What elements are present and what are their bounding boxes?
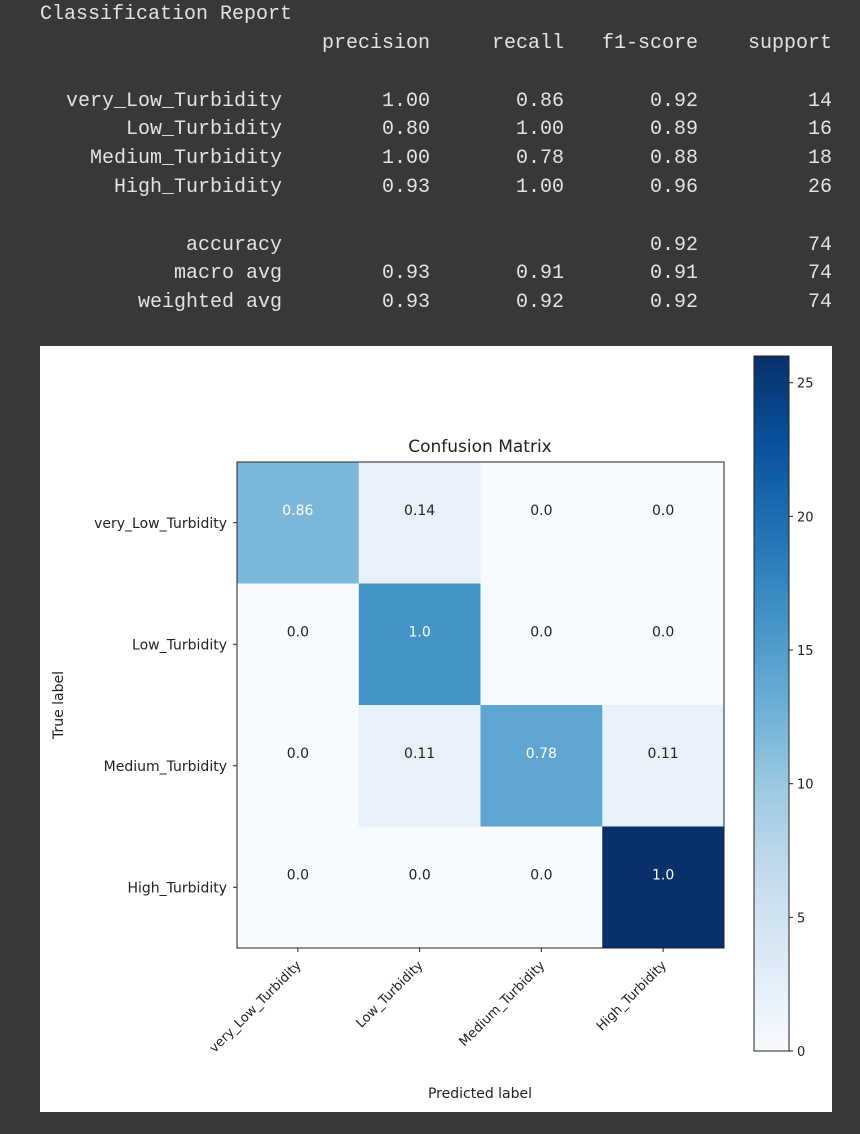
row-label: Medium_Turbidity <box>89 147 282 170</box>
cell-value-label: 0.11 <box>404 746 435 762</box>
row-recall: 1.00 <box>515 118 564 141</box>
summary-f1: 0.91 <box>649 262 698 285</box>
y-tick-label: Low_Turbidity <box>132 637 227 653</box>
x-tick-label: very_Low_Turbidity <box>207 958 305 1056</box>
heatmap-cell <box>480 705 603 827</box>
confusion-matrix-chart: Confusion Matrix 0.86 0.14 0.0 0.0 0.0 1.0 0.0… <box>51 355 814 1102</box>
colorbar-tick-label: 20 <box>797 510 814 525</box>
colorbar-tick-label: 5 <box>797 911 805 926</box>
heatmap-cell <box>602 826 725 949</box>
classification-report: Classification Report precision recall f… <box>0 0 860 330</box>
x-tick-label: Medium_Turbidity <box>457 958 549 1050</box>
row-label: Low_Turbidity <box>125 118 282 141</box>
x-tick-label: Low_Turbidity <box>353 958 426 1031</box>
header-precision: precision <box>321 32 430 55</box>
heatmap-cell <box>480 583 603 706</box>
cell-value-label: 0.14 <box>404 503 435 519</box>
heatmap-cell <box>480 826 603 949</box>
report-title: Classification Report <box>40 3 293 26</box>
cell-value-label: 0.0 <box>530 624 552 640</box>
y-axis-label: True label <box>51 671 67 740</box>
y-tick-label: very_Low_Turbidity <box>94 516 227 532</box>
summary-support: 74 <box>807 262 832 285</box>
cell-value-label: 0.0 <box>287 867 309 883</box>
summary-recall: 0.91 <box>515 262 564 285</box>
row-support: 16 <box>807 118 832 141</box>
cell-value-label: 0.0 <box>287 624 309 640</box>
row-recall: 1.00 <box>515 176 564 199</box>
heatmap-cell <box>358 705 481 827</box>
row-label: High_Turbidity <box>113 176 282 199</box>
cell-value-label: 0.0 <box>530 867 552 883</box>
header-f1-score: f1-score <box>601 32 698 55</box>
cell-value-label: 0.86 <box>282 503 313 519</box>
row-recall: 0.86 <box>515 90 564 113</box>
row-recall: 0.78 <box>515 147 564 170</box>
cell-value-label: 0.78 <box>526 746 557 762</box>
colorbar-tick-label: 10 <box>797 778 814 793</box>
summary-label: accuracy <box>185 234 282 257</box>
heatmap-cell <box>237 705 360 827</box>
row-support: 14 <box>807 90 832 113</box>
summary-recall: 0.92 <box>515 291 564 314</box>
row-precision: 1.00 <box>381 90 430 113</box>
heatmap-cell <box>358 826 481 949</box>
cell-value-label: 0.0 <box>652 624 674 640</box>
row-label: very_Low_Turbidity <box>65 90 282 113</box>
row-f1: 0.96 <box>649 176 698 199</box>
heatmap-cell <box>237 826 360 949</box>
x-tick-label: High_Turbidity <box>594 958 670 1034</box>
chart-title: Confusion Matrix <box>408 437 552 457</box>
summary-label: weighted avg <box>137 291 282 314</box>
heatmap-cell <box>602 462 725 584</box>
row-f1: 0.92 <box>649 90 698 113</box>
plot-frame <box>236 461 725 949</box>
summary-precision: 0.93 <box>381 262 430 285</box>
colorbar-tick-label: 25 <box>797 377 814 392</box>
colorbar-tick-label: 15 <box>797 644 814 659</box>
row-support: 18 <box>807 147 832 170</box>
summary-f1: 0.92 <box>649 234 698 257</box>
cell-value-label: 0.0 <box>652 503 674 519</box>
header-recall: recall <box>491 32 564 55</box>
cell-value-label: 0.11 <box>648 746 679 762</box>
row-f1: 0.89 <box>649 118 698 141</box>
summary-f1: 0.92 <box>649 291 698 314</box>
heatmap-cell <box>237 583 360 706</box>
cell-value-label: 1.0 <box>408 624 430 640</box>
row-support: 26 <box>807 176 832 199</box>
summary-label: macro avg <box>173 262 282 285</box>
confusion-matrix-figure: Confusion Matrix 0.86 0.14 0.0 0.0 0.0 1.0 0.0… <box>40 346 832 1112</box>
summary-support: 74 <box>807 291 832 314</box>
cell-value-label: 0.0 <box>530 503 552 519</box>
cell-value-label: 0.0 <box>287 746 309 762</box>
summary-support: 74 <box>807 234 832 257</box>
y-tick-label: High_Turbidity <box>127 880 227 896</box>
heatmap-cell <box>602 705 725 827</box>
x-axis-label: Predicted label <box>428 1086 532 1102</box>
header-support: support <box>747 32 832 55</box>
colorbar-tick-label: 0 <box>797 1045 805 1060</box>
cell-value-label: 1.0 <box>652 867 674 883</box>
row-f1: 0.88 <box>649 147 698 170</box>
y-tick-label: Medium_Turbidity <box>104 759 227 775</box>
heatmap-cell <box>602 583 725 706</box>
heatmap-cell <box>480 462 603 584</box>
row-precision: 0.93 <box>381 176 430 199</box>
colorbar <box>753 355 790 1052</box>
row-precision: 1.00 <box>381 147 430 170</box>
summary-precision: 0.93 <box>381 291 430 314</box>
row-precision: 0.80 <box>381 118 430 141</box>
cell-value-label: 0.0 <box>408 867 430 883</box>
heatmap-cell <box>358 583 481 706</box>
heatmap-cell <box>358 462 481 584</box>
heatmap-cell <box>237 462 360 584</box>
